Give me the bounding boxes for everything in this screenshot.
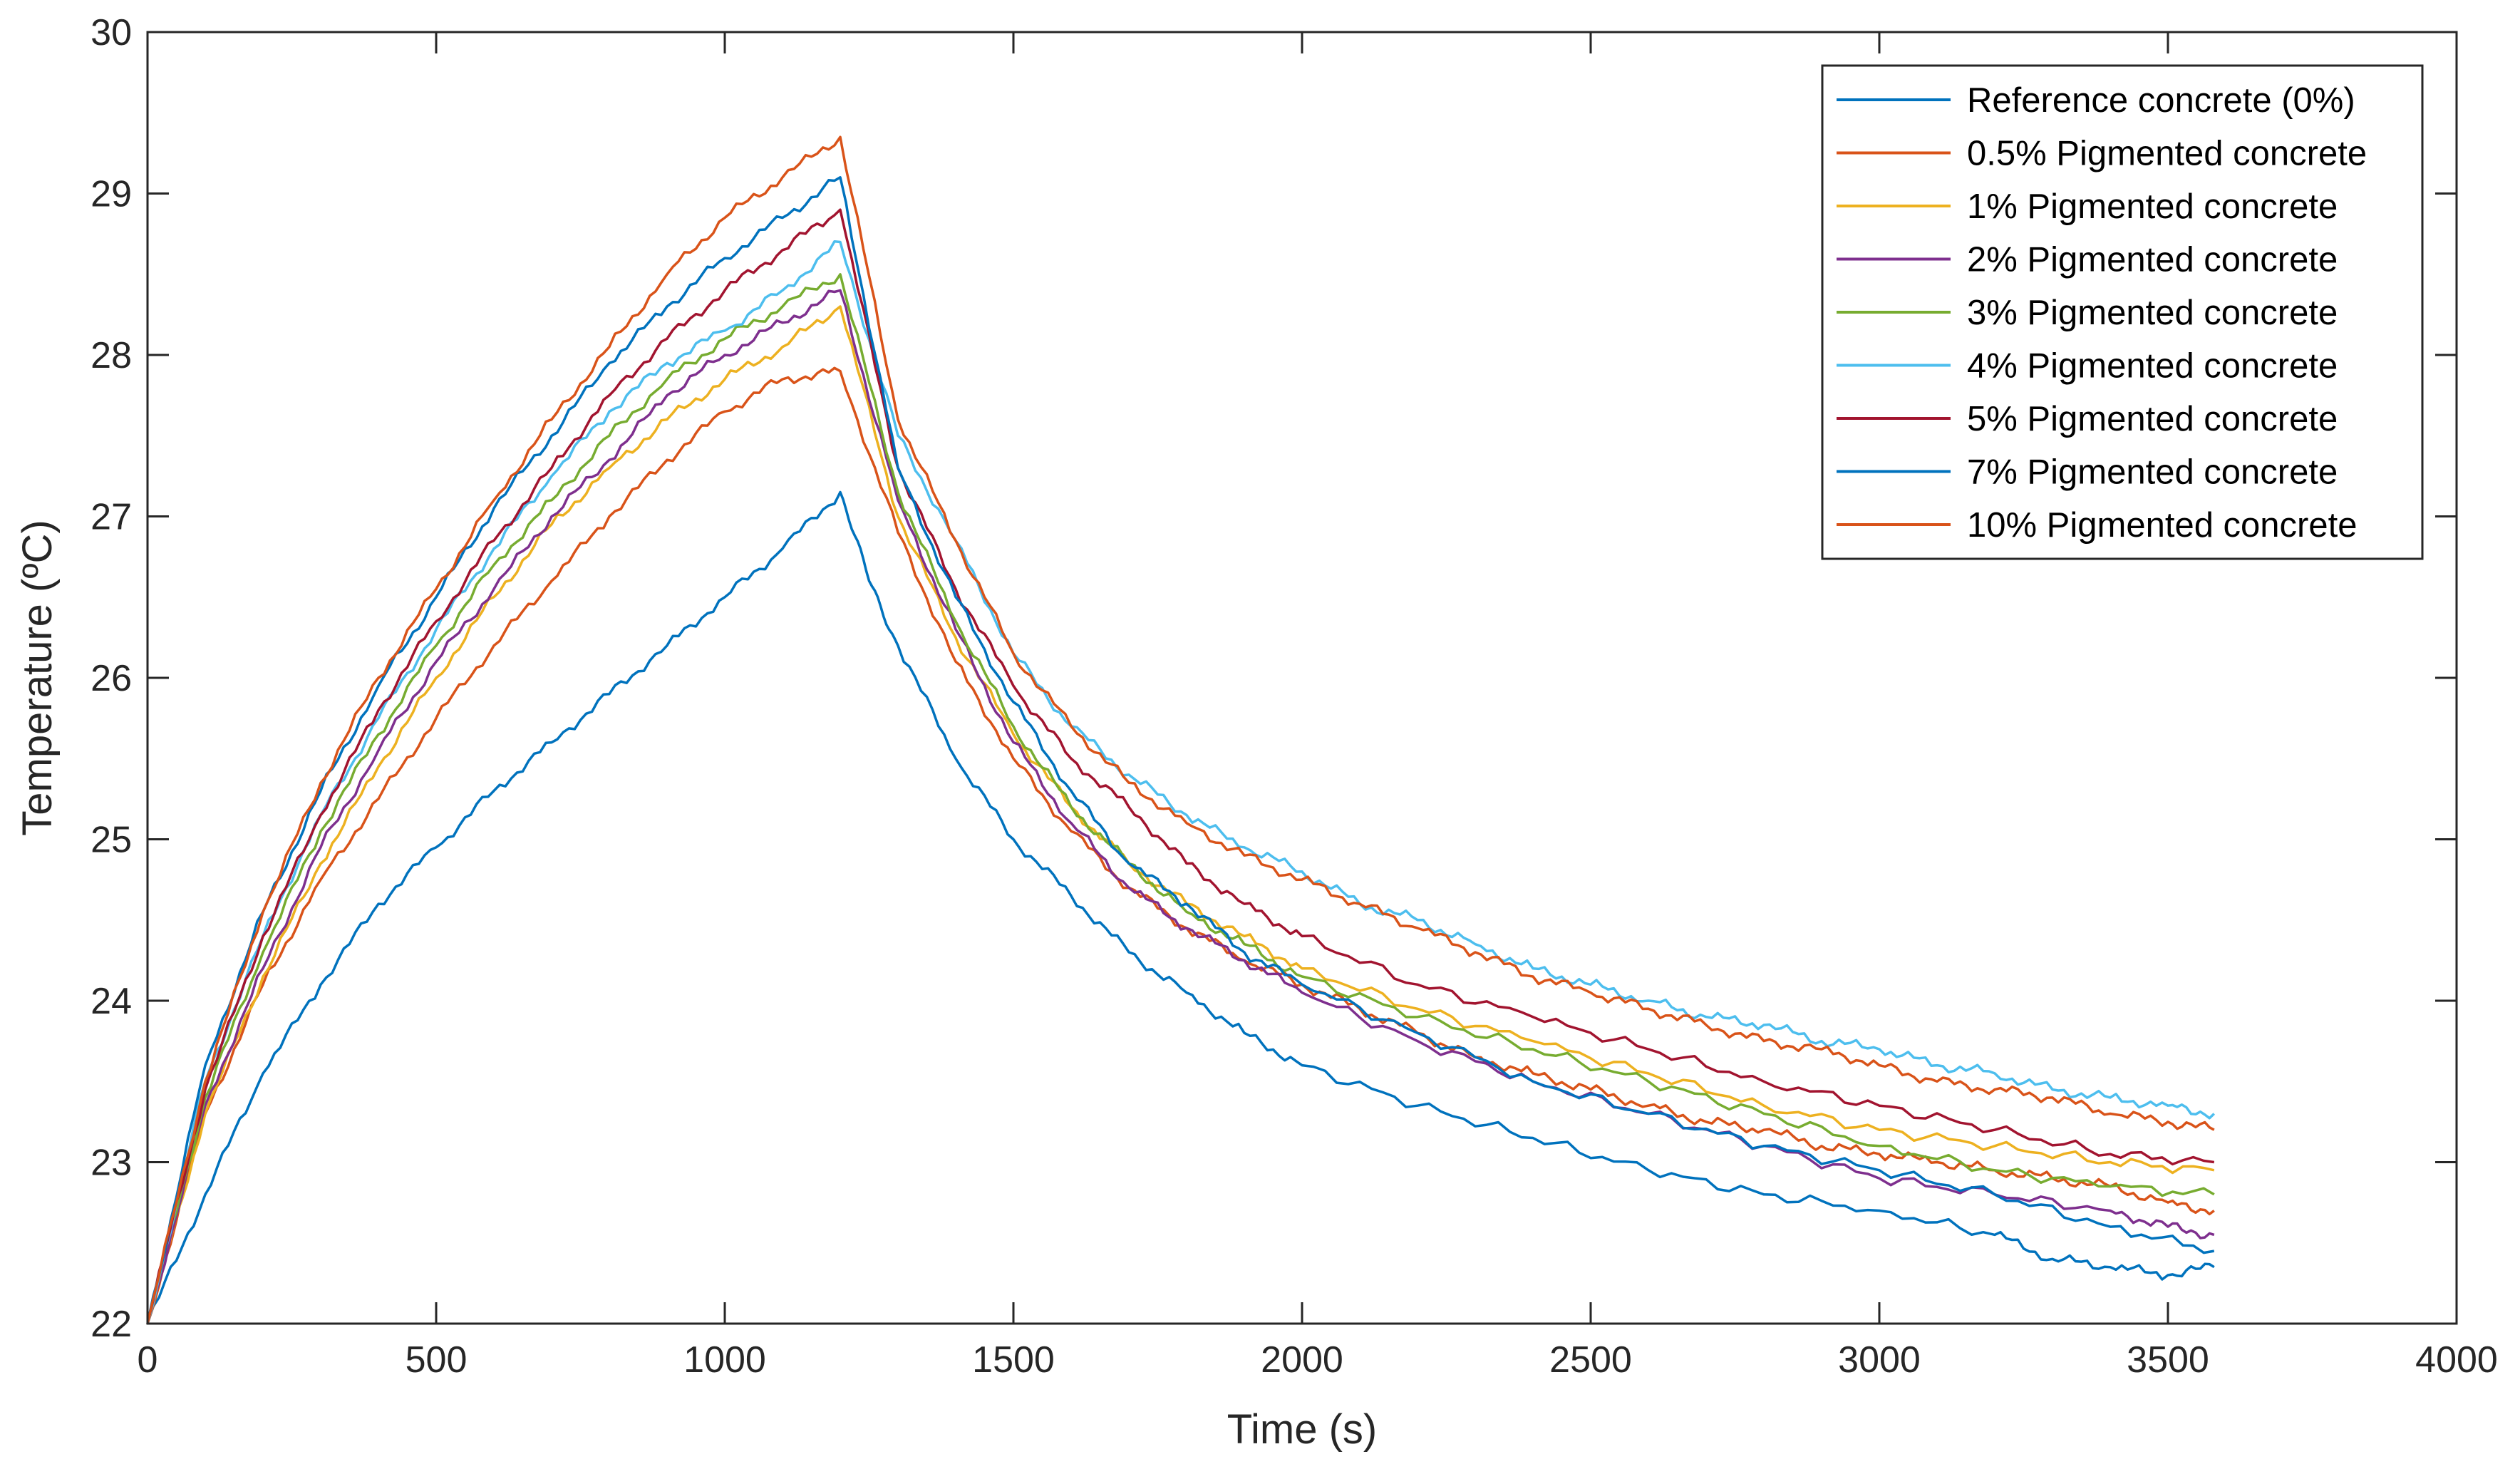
legend-label: 7% Pigmented concrete: [1967, 453, 2338, 492]
y-tick-label: 26: [91, 658, 132, 699]
series-line: [146, 289, 2215, 1324]
x-tick-label: 1000: [683, 1339, 766, 1381]
legend-label: 4% Pigmented concrete: [1967, 347, 2338, 386]
x-axis: 0 500 1000 1500 2000 2500 3000 3500 4000: [138, 32, 2498, 1381]
x-tick-label: 4000: [2415, 1339, 2498, 1381]
x-tick-label: 2000: [1261, 1339, 1343, 1381]
y-tick-label: 28: [91, 335, 132, 376]
series-line: [146, 208, 2215, 1324]
series-line: [146, 135, 2215, 1324]
x-tick-label: 1500: [972, 1339, 1055, 1381]
series-line: [146, 305, 2215, 1324]
x-tick-label: 3500: [2127, 1339, 2209, 1381]
x-tick-label: 3000: [1838, 1339, 1921, 1381]
series-layer: [146, 135, 2216, 1324]
legend: Reference concrete (0%) 0.5% Pigmented co…: [1821, 64, 2424, 560]
plot-frame: [146, 31, 2458, 1325]
legend-label: 2% Pigmented concrete: [1967, 241, 2338, 279]
legend-label: Reference concrete (0%): [1967, 81, 2355, 120]
series-line: [146, 490, 2215, 1324]
x-tick-label: 500: [406, 1339, 468, 1381]
legend-label: 10% Pigmented concrete: [1967, 506, 2358, 545]
y-tick-label: 23: [91, 1143, 132, 1184]
legend-label: 5% Pigmented concrete: [1967, 400, 2338, 438]
x-tick-label: 2500: [1549, 1339, 1632, 1381]
y-tick-label: 24: [91, 981, 132, 1022]
series-line: [146, 176, 2215, 1324]
y-axis-label: Temperature (ºC): [14, 520, 61, 835]
legend-label: 0.5% Pigmented concrete: [1967, 135, 2367, 173]
legend-label: 1% Pigmented concrete: [1967, 187, 2338, 226]
series-line: [146, 240, 2216, 1324]
y-axis: 22 23 24 25 26 27 28 29 30: [91, 12, 2457, 1345]
legend-label: 3% Pigmented concrete: [1967, 294, 2338, 332]
y-tick-label: 22: [91, 1304, 132, 1345]
y-tick-label: 29: [91, 174, 132, 215]
x-axis-label: Time (s): [1227, 1406, 1377, 1453]
series-line: [146, 273, 2215, 1324]
y-tick-label: 30: [91, 12, 132, 53]
y-tick-label: 25: [91, 820, 132, 861]
x-tick-label: 0: [138, 1339, 158, 1381]
y-tick-label: 27: [91, 497, 132, 538]
